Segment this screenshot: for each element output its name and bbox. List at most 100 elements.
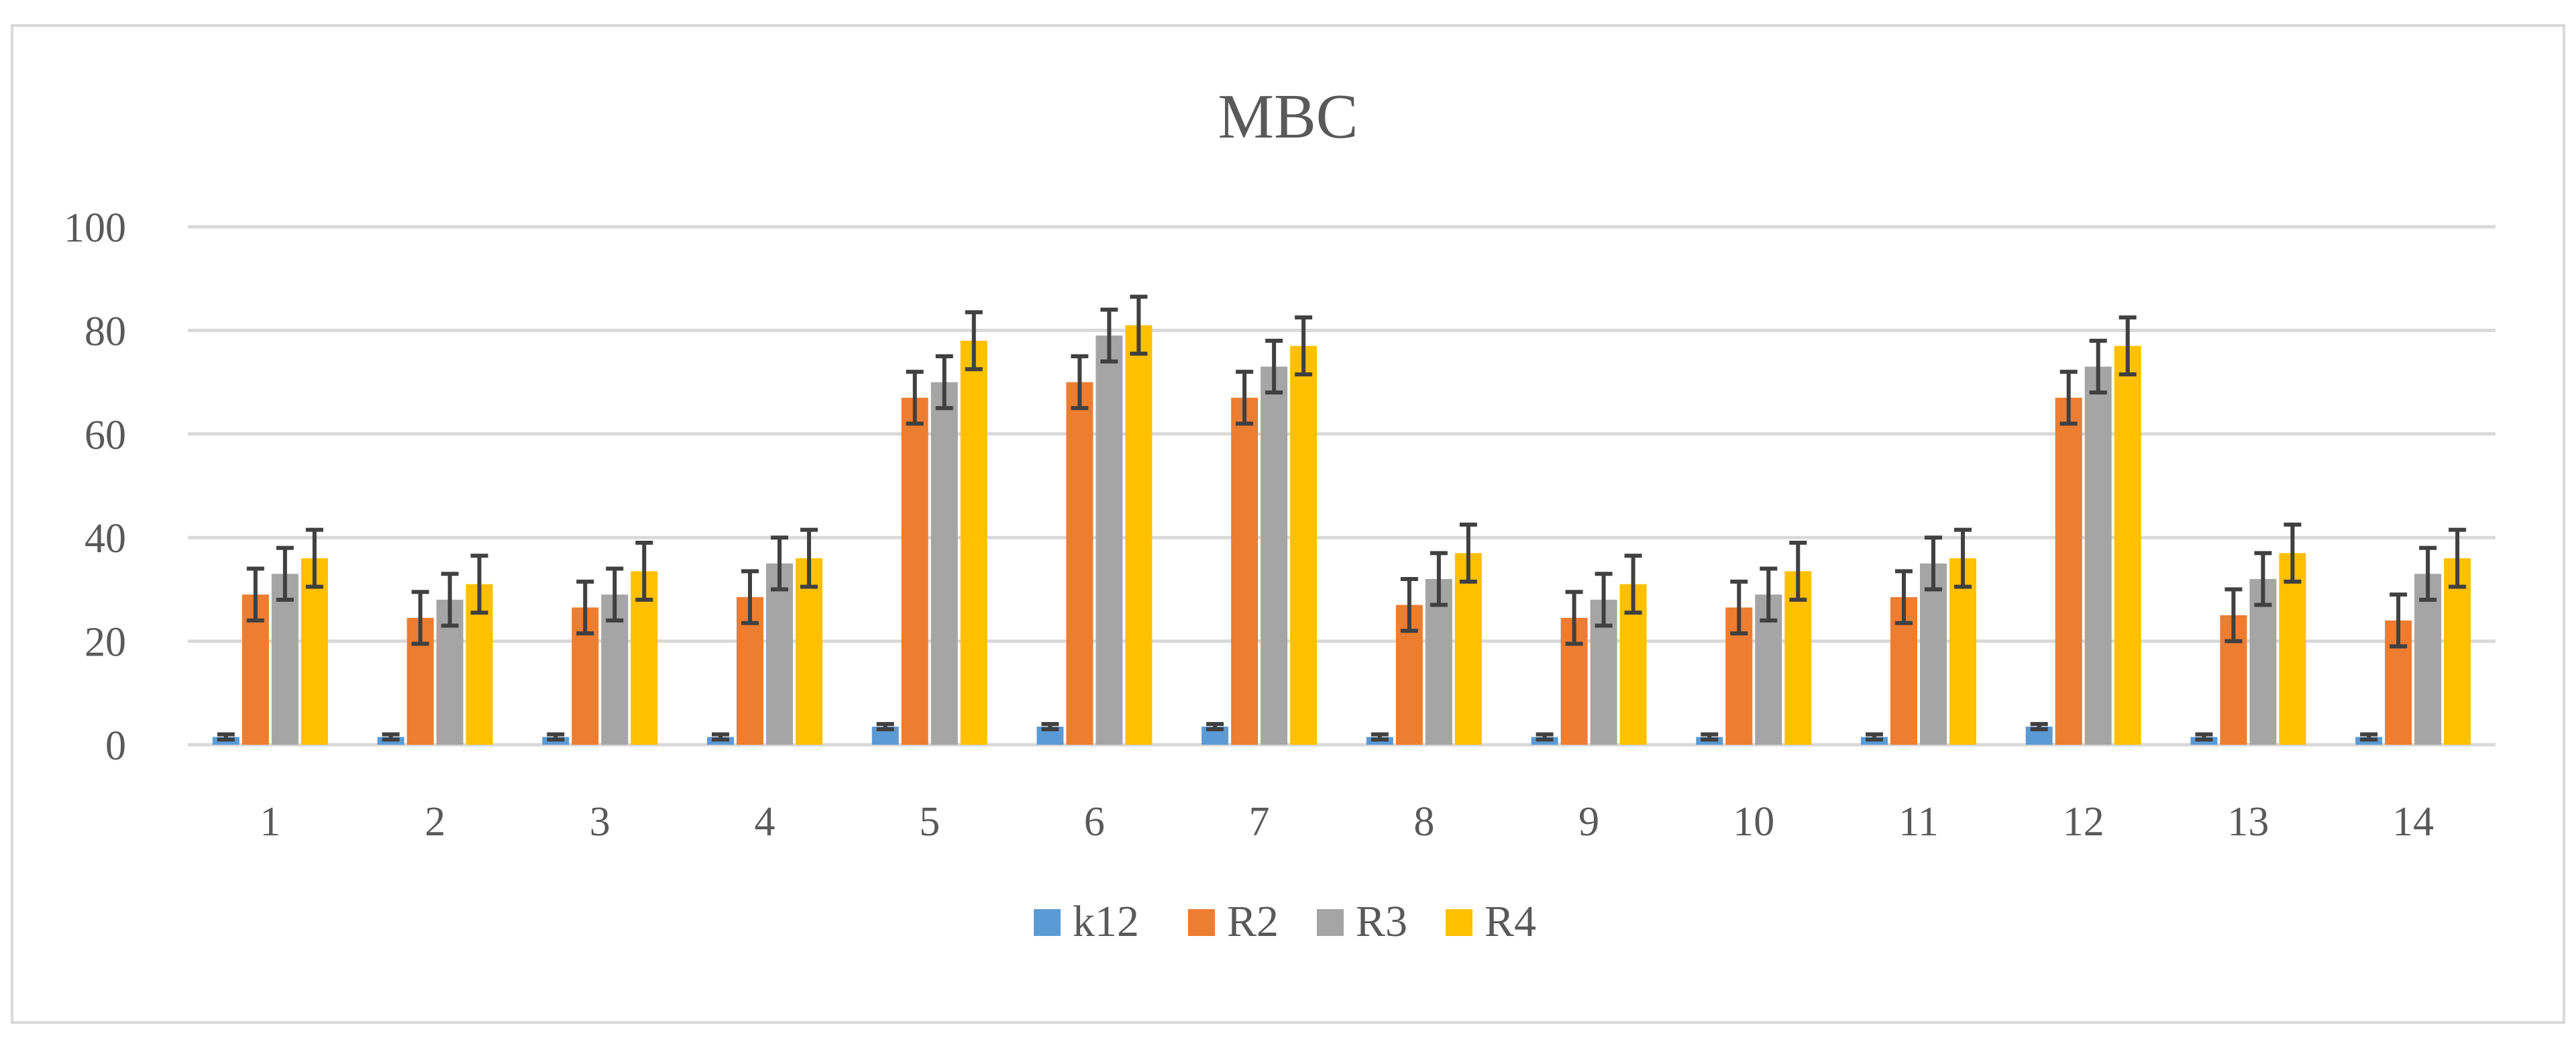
error-bar-R3-1 bbox=[276, 545, 294, 602]
error-bar-R2-11 bbox=[1895, 569, 1913, 625]
legend-swatch-R3 bbox=[1317, 909, 1344, 936]
error-bar-R3-12 bbox=[2089, 338, 2107, 395]
bar-R3-7 bbox=[1260, 366, 1288, 745]
error-bar-R3-3 bbox=[606, 566, 624, 623]
bar-R4-11 bbox=[1949, 558, 1976, 745]
x-tick-label-1: 1 bbox=[260, 799, 280, 845]
legend-item-R4: R4 bbox=[1446, 897, 1536, 946]
error-bar-R4-14 bbox=[2449, 527, 2467, 589]
chart-border bbox=[11, 24, 2565, 1024]
error-bar-R3-5 bbox=[935, 354, 953, 411]
error-bar-k12-1 bbox=[217, 732, 235, 742]
error-bars bbox=[217, 295, 2467, 742]
y-tick-label-80: 80 bbox=[85, 309, 126, 354]
error-bar-k12-2 bbox=[382, 732, 400, 742]
error-bar-k12-3 bbox=[547, 732, 565, 742]
legend-item-R2: R2 bbox=[1188, 897, 1279, 946]
error-bar-R4-11 bbox=[1954, 527, 1972, 589]
error-bar-R2-5 bbox=[906, 370, 924, 426]
x-tick-label-13: 13 bbox=[2227, 799, 2269, 845]
error-bar-R4-6 bbox=[1130, 295, 1148, 356]
error-bar-R2-4 bbox=[741, 569, 759, 625]
error-bar-k12-11 bbox=[1866, 732, 1883, 742]
x-tick-label-12: 12 bbox=[2063, 799, 2104, 845]
legend-label-R4: R4 bbox=[1485, 897, 1536, 946]
bar-R4-1 bbox=[301, 558, 328, 745]
legend-swatch-k12 bbox=[1034, 909, 1061, 936]
error-bar-R4-4 bbox=[800, 527, 818, 589]
bar-R3-5 bbox=[930, 382, 958, 745]
error-bar-k12-12 bbox=[2030, 722, 2048, 731]
bar-R4-14 bbox=[2444, 558, 2471, 745]
error-bar-R2-1 bbox=[246, 566, 264, 623]
error-bar-R4-3 bbox=[635, 540, 653, 602]
legend-swatch-R4 bbox=[1446, 909, 1472, 936]
x-tick-label-4: 4 bbox=[755, 799, 775, 845]
x-tick-label-7: 7 bbox=[1249, 799, 1270, 845]
error-bar-R3-14 bbox=[2419, 545, 2437, 602]
bar-R3-1 bbox=[271, 574, 299, 745]
x-tick-label-11: 11 bbox=[1898, 799, 1939, 845]
bar-R4-13 bbox=[2279, 553, 2306, 745]
bar-R2-12 bbox=[2055, 397, 2082, 745]
error-bar-R3-7 bbox=[1265, 338, 1283, 395]
error-bar-R2-6 bbox=[1071, 354, 1089, 411]
error-bar-R3-6 bbox=[1100, 307, 1118, 364]
x-tick-label-10: 10 bbox=[1733, 799, 1774, 845]
x-tick-label-6: 6 bbox=[1084, 799, 1105, 845]
error-bar-R4-9 bbox=[1624, 554, 1642, 615]
error-bar-R2-14 bbox=[2390, 592, 2408, 649]
bar-R4-7 bbox=[1290, 346, 1318, 745]
error-bar-k12-8 bbox=[1371, 732, 1389, 742]
error-bar-R4-5 bbox=[965, 310, 983, 372]
error-bar-R2-3 bbox=[576, 579, 594, 636]
x-tick-label-8: 8 bbox=[1413, 799, 1434, 845]
bar-R4-5 bbox=[960, 340, 987, 745]
error-bar-R2-2 bbox=[411, 590, 429, 646]
error-bar-k12-13 bbox=[2195, 732, 2213, 742]
error-bar-R4-1 bbox=[305, 527, 323, 589]
y-tick-label-0: 0 bbox=[105, 723, 126, 769]
legend-item-R3: R3 bbox=[1317, 897, 1407, 946]
x-tick-label-5: 5 bbox=[919, 799, 940, 845]
error-bar-R3-13 bbox=[2254, 551, 2272, 607]
legend-label-R3: R3 bbox=[1356, 897, 1407, 946]
y-tick-label-20: 20 bbox=[85, 620, 126, 666]
legend-label-k12: k12 bbox=[1073, 897, 1139, 946]
error-bar-R4-12 bbox=[2118, 315, 2137, 377]
error-bar-k12-4 bbox=[712, 732, 729, 742]
legend-label-R2: R2 bbox=[1227, 897, 1279, 946]
error-bar-R3-2 bbox=[441, 572, 459, 628]
error-bar-k12-6 bbox=[1041, 722, 1059, 731]
error-bar-R2-12 bbox=[2059, 370, 2078, 426]
bar-series bbox=[212, 325, 2471, 745]
legend-swatch-R2 bbox=[1188, 909, 1215, 936]
error-bar-R3-4 bbox=[771, 535, 788, 592]
error-bar-k12-10 bbox=[1701, 732, 1719, 742]
bar-R4-8 bbox=[1454, 553, 1482, 745]
bar-R2-6 bbox=[1066, 382, 1093, 745]
error-bar-R3-8 bbox=[1430, 551, 1448, 607]
y-tick-label-40: 40 bbox=[85, 516, 126, 562]
x-tick-label-14: 14 bbox=[2392, 799, 2434, 845]
error-bar-R4-2 bbox=[470, 554, 488, 615]
error-bar-k12-7 bbox=[1206, 722, 1224, 731]
bar-R3-6 bbox=[1095, 335, 1123, 745]
error-bar-k12-5 bbox=[876, 722, 894, 731]
x-axis-tick-labels: 1 2 3 4 5 6 7 8 9 10 11 12 13 14 bbox=[260, 799, 2434, 845]
bar-R3-4 bbox=[766, 563, 793, 745]
legend: k12 R2 R3 R4 bbox=[1034, 897, 1536, 946]
error-bar-R4-7 bbox=[1295, 315, 1313, 377]
x-tick-label-3: 3 bbox=[590, 799, 610, 845]
bar-R2-7 bbox=[1231, 397, 1258, 745]
bar-R3-11 bbox=[1920, 563, 1947, 745]
error-bar-R2-7 bbox=[1236, 370, 1254, 426]
x-tick-label-2: 2 bbox=[425, 799, 445, 845]
bar-R2-5 bbox=[901, 397, 928, 745]
error-bar-R2-10 bbox=[1730, 579, 1748, 636]
legend-item-k12: k12 bbox=[1034, 897, 1139, 946]
error-bar-k12-14 bbox=[2360, 732, 2378, 742]
error-bar-k12-9 bbox=[1536, 732, 1554, 742]
